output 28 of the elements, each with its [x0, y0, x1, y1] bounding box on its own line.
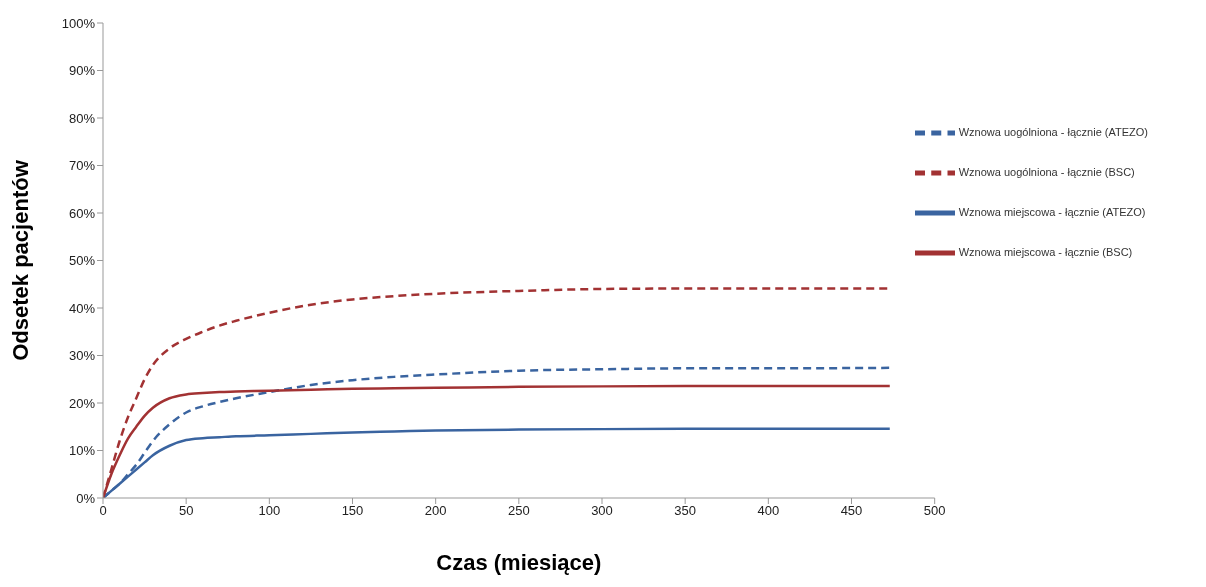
y-axis-title: Odsetek pacjentów [7, 159, 33, 361]
y-tick-label: 20% [68, 395, 96, 411]
legend-label: Wznowa miejscowa - łącznie (BSC) [958, 245, 1133, 258]
x-tick-label: 450 [840, 503, 863, 519]
x-tick-label: 0 [99, 503, 107, 519]
x-tick-label: 150 [341, 503, 364, 519]
y-tick-label: 50% [68, 253, 96, 269]
x-tick-label: 50 [178, 503, 194, 519]
x-tick-label: 100 [258, 503, 281, 519]
y-tick-label: 60% [68, 205, 96, 221]
y-tick-label: 100% [61, 15, 96, 31]
x-tick-label: 500 [923, 503, 946, 519]
y-tick-label: 30% [68, 348, 96, 364]
legend-label: Wznowa uogólniona - łącznie (BSC) [958, 165, 1135, 178]
x-tick-label: 250 [507, 503, 530, 519]
y-tick-label: 10% [68, 443, 96, 459]
legend-label: Wznowa uogólniona - łącznie (ATEZO) [958, 125, 1148, 138]
x-axis-title: Czas (miesiące) [436, 550, 602, 575]
x-tick-label: 200 [424, 503, 447, 519]
x-tick-label: 350 [674, 503, 697, 519]
y-tick-label: 80% [68, 110, 96, 126]
y-tick-label: 90% [68, 63, 96, 79]
legend-label: Wznowa miejscowa - łącznie (ATEZO) [958, 205, 1146, 218]
x-tick-label: 300 [591, 503, 613, 519]
y-tick-label: 0% [76, 490, 96, 506]
x-tick-label: 400 [757, 503, 780, 519]
y-tick-label: 70% [68, 158, 96, 174]
y-tick-label: 40% [68, 300, 96, 316]
